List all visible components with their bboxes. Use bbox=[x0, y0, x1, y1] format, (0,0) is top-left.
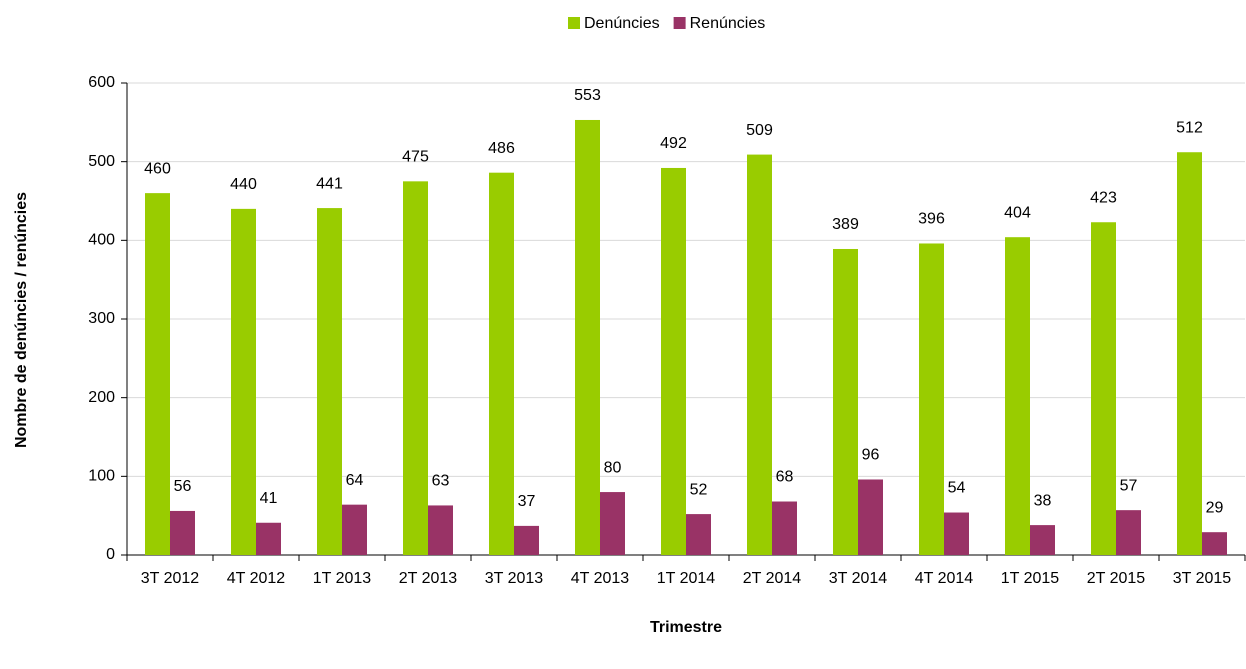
value-label: 512 bbox=[1176, 119, 1203, 136]
value-label: 404 bbox=[1004, 204, 1031, 221]
bar bbox=[661, 167, 686, 555]
value-label: 553 bbox=[574, 87, 601, 104]
x-tick-label: 3T 2015 bbox=[1173, 570, 1232, 587]
value-label: 389 bbox=[832, 216, 859, 233]
bar bbox=[1091, 222, 1116, 556]
bar bbox=[145, 193, 170, 555]
y-tick-label: 100 bbox=[88, 468, 115, 485]
x-axis-title: Trimestre bbox=[650, 619, 722, 636]
x-tick-label: 4T 2012 bbox=[227, 570, 286, 587]
value-label: 54 bbox=[948, 480, 966, 497]
x-tick-label: 3T 2013 bbox=[485, 570, 544, 587]
bar bbox=[772, 501, 797, 555]
y-tick-label: 500 bbox=[88, 153, 115, 170]
bar bbox=[1005, 237, 1030, 556]
bar bbox=[170, 510, 195, 555]
bar bbox=[919, 243, 944, 556]
x-tick-label: 4T 2013 bbox=[571, 570, 630, 587]
bar bbox=[514, 525, 539, 555]
value-label: 41 bbox=[260, 490, 278, 507]
bar bbox=[686, 514, 711, 555]
value-label: 64 bbox=[346, 472, 364, 489]
value-label: 29 bbox=[1206, 499, 1224, 516]
bar bbox=[256, 522, 281, 555]
y-tick-label: 400 bbox=[88, 232, 115, 249]
value-label: 423 bbox=[1090, 189, 1117, 206]
y-tick-label: 600 bbox=[88, 74, 115, 91]
value-label: 96 bbox=[862, 447, 880, 464]
x-tick-label: 1T 2014 bbox=[657, 570, 716, 587]
y-tick-label: 200 bbox=[88, 389, 115, 406]
x-tick-label: 2T 2015 bbox=[1087, 570, 1146, 587]
value-label: 460 bbox=[144, 160, 171, 177]
x-tick-label: 2T 2013 bbox=[399, 570, 458, 587]
legend-swatch bbox=[568, 17, 580, 29]
value-label: 486 bbox=[488, 140, 515, 157]
x-tick-label: 2T 2014 bbox=[743, 570, 802, 587]
bar bbox=[1116, 510, 1141, 555]
x-tick-label: 3T 2012 bbox=[141, 570, 200, 587]
legend-label: Denúncies bbox=[584, 15, 660, 32]
value-label: 80 bbox=[604, 459, 622, 476]
value-label: 396 bbox=[918, 211, 945, 228]
value-label: 38 bbox=[1034, 492, 1052, 509]
y-axis-title: Nombre de denúncies / renúncies bbox=[13, 192, 30, 448]
bar bbox=[858, 479, 883, 555]
y-tick-label: 300 bbox=[88, 310, 115, 327]
value-label: 475 bbox=[402, 149, 429, 166]
value-label: 509 bbox=[746, 122, 773, 139]
bar bbox=[403, 181, 428, 556]
value-label: 37 bbox=[518, 493, 536, 510]
bar bbox=[342, 504, 367, 555]
bar bbox=[1202, 532, 1227, 555]
value-label: 52 bbox=[690, 481, 708, 498]
x-tick-label: 1T 2013 bbox=[313, 570, 372, 587]
bar bbox=[944, 512, 969, 555]
bar bbox=[428, 505, 453, 555]
legend-swatch bbox=[673, 17, 686, 29]
bar bbox=[231, 208, 256, 555]
y-tick-label: 0 bbox=[106, 546, 115, 563]
value-label: 492 bbox=[660, 135, 687, 152]
value-label: 68 bbox=[776, 469, 794, 486]
bar bbox=[489, 172, 514, 555]
value-label: 441 bbox=[316, 175, 343, 192]
bar bbox=[575, 119, 600, 556]
x-tick-label: 1T 2015 bbox=[1001, 570, 1060, 587]
value-label: 57 bbox=[1120, 477, 1138, 494]
value-label: 56 bbox=[174, 478, 192, 495]
x-tick-label: 3T 2014 bbox=[829, 570, 888, 587]
bar bbox=[833, 248, 858, 555]
bar bbox=[600, 492, 625, 555]
x-tick-label: 4T 2014 bbox=[915, 570, 974, 587]
legend-label: Renúncies bbox=[690, 15, 766, 32]
bar bbox=[1030, 525, 1055, 555]
value-label: 440 bbox=[230, 176, 257, 193]
bar bbox=[747, 154, 772, 555]
bar bbox=[1177, 152, 1202, 555]
bar bbox=[317, 208, 342, 555]
value-label: 63 bbox=[432, 473, 450, 490]
